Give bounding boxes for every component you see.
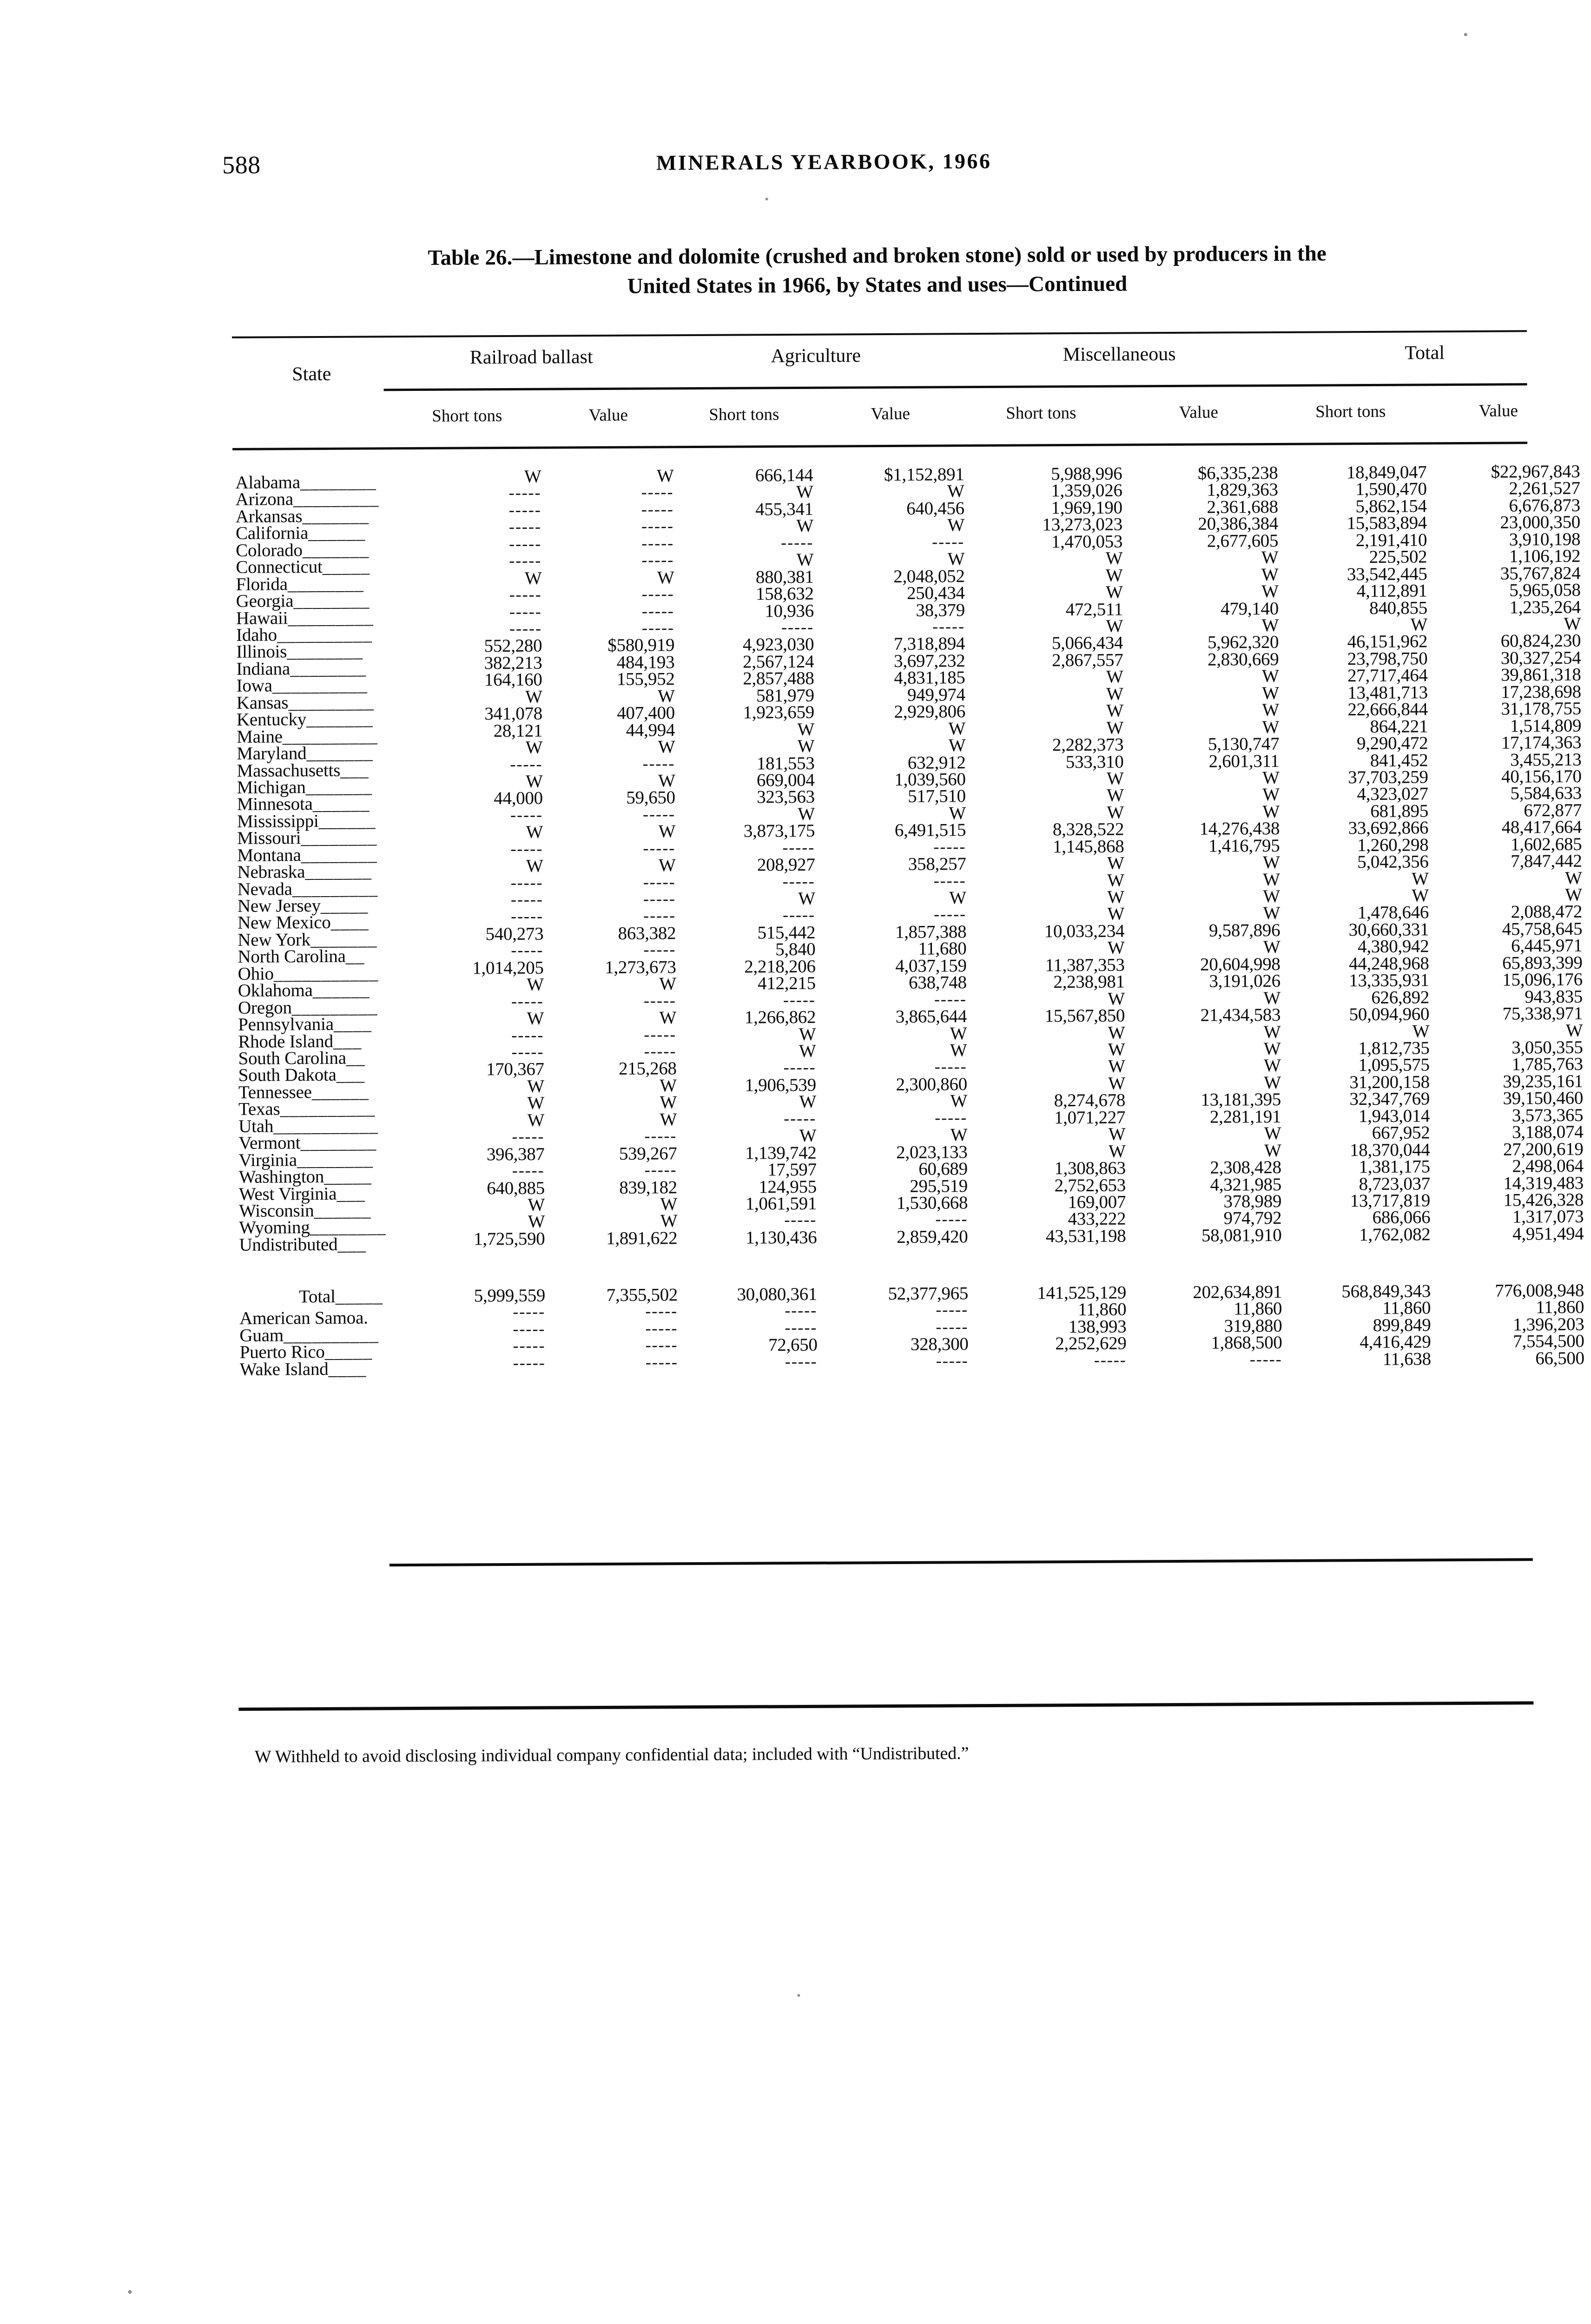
table-header: State Railroad ballast Agriculture Misce… (0, 0, 1586, 426)
data-table: State Railroad ballast Agriculture Misce… (0, 0, 1586, 1711)
table-body: Alabama________ W W 666,144 $1,152,891 5,988,… (0, 0, 1586, 1380)
table-footnote: W Withheld to avoid disclosing individua… (254, 1743, 969, 1767)
total-rule (389, 1558, 1533, 1567)
cell-3: ----- (936, 1351, 969, 1370)
subheader-rr-short-tons: Short tons (432, 406, 502, 426)
table-bottom-rule (238, 1701, 1534, 1711)
cell-2: 1,130,436 (746, 1227, 817, 1248)
cell-0: ----- (513, 1353, 546, 1372)
scan-speckle (1464, 33, 1467, 36)
cell-4: ----- (1094, 1350, 1127, 1369)
table-top-rule (231, 330, 1527, 338)
scan-speckle (765, 198, 768, 201)
group-header-miscellaneous: Miscellaneous (1063, 343, 1176, 366)
subheader-total-short-tons: Short tons (1315, 402, 1386, 422)
running-head: 588 MINERALS YEARBOOK, 1966 (0, 144, 1587, 185)
scan-speckle (128, 2290, 132, 2294)
subheader-misc-value: Value (1179, 403, 1219, 422)
cell-7: 66,500 (1535, 1348, 1584, 1368)
cell-5: 58,081,910 (1201, 1225, 1282, 1246)
group-header-railroad-ballast: Railroad ballast (469, 346, 593, 369)
cell-4: 43,531,198 (1045, 1226, 1126, 1247)
row-state-label: Wake Island____ (240, 1358, 393, 1380)
subheader-total-value: Value (1479, 401, 1518, 421)
leader-dots: ____ (328, 1359, 367, 1379)
cell-5: ----- (1249, 1349, 1282, 1368)
subheader-ag-short-tons: Short tons (709, 405, 779, 424)
group-header-agriculture: Agriculture (771, 345, 861, 367)
cell-0: 1,725,590 (474, 1228, 545, 1249)
group-header-total: Total (1405, 342, 1445, 364)
column-header-state: State (292, 363, 331, 385)
cell-1: 1,891,622 (606, 1228, 678, 1248)
state-name: Undistributed (239, 1234, 338, 1255)
table-caption: Table 26.—Limestone and dolomite (crushe… (229, 238, 1526, 303)
row-state-label: Undistributed___ (239, 1234, 392, 1255)
group-header-rule (383, 383, 1527, 391)
state-name: Wake Island (239, 1359, 329, 1380)
table-caption-line2: United States in 1966, by States and use… (627, 271, 1128, 298)
cell-6: 11,638 (1382, 1348, 1431, 1369)
cell-3: 2,859,420 (897, 1227, 968, 1247)
cell-2: ----- (785, 1352, 818, 1371)
subheader-misc-short-tons: Short tons (1006, 403, 1076, 423)
table-caption-line1: Table 26.—Limestone and dolomite (crushe… (428, 241, 1327, 270)
header-bottom-rule (232, 442, 1528, 450)
subheader-rr-value: Value (588, 405, 628, 425)
cell-7: 4,951,494 (1512, 1223, 1584, 1244)
scan-speckle (797, 1994, 800, 1997)
leader-dots: ___ (337, 1234, 367, 1254)
cell-6: 1,762,082 (1359, 1224, 1431, 1245)
cell-1: ----- (645, 1352, 678, 1372)
subheader-ag-value: Value (871, 404, 911, 424)
